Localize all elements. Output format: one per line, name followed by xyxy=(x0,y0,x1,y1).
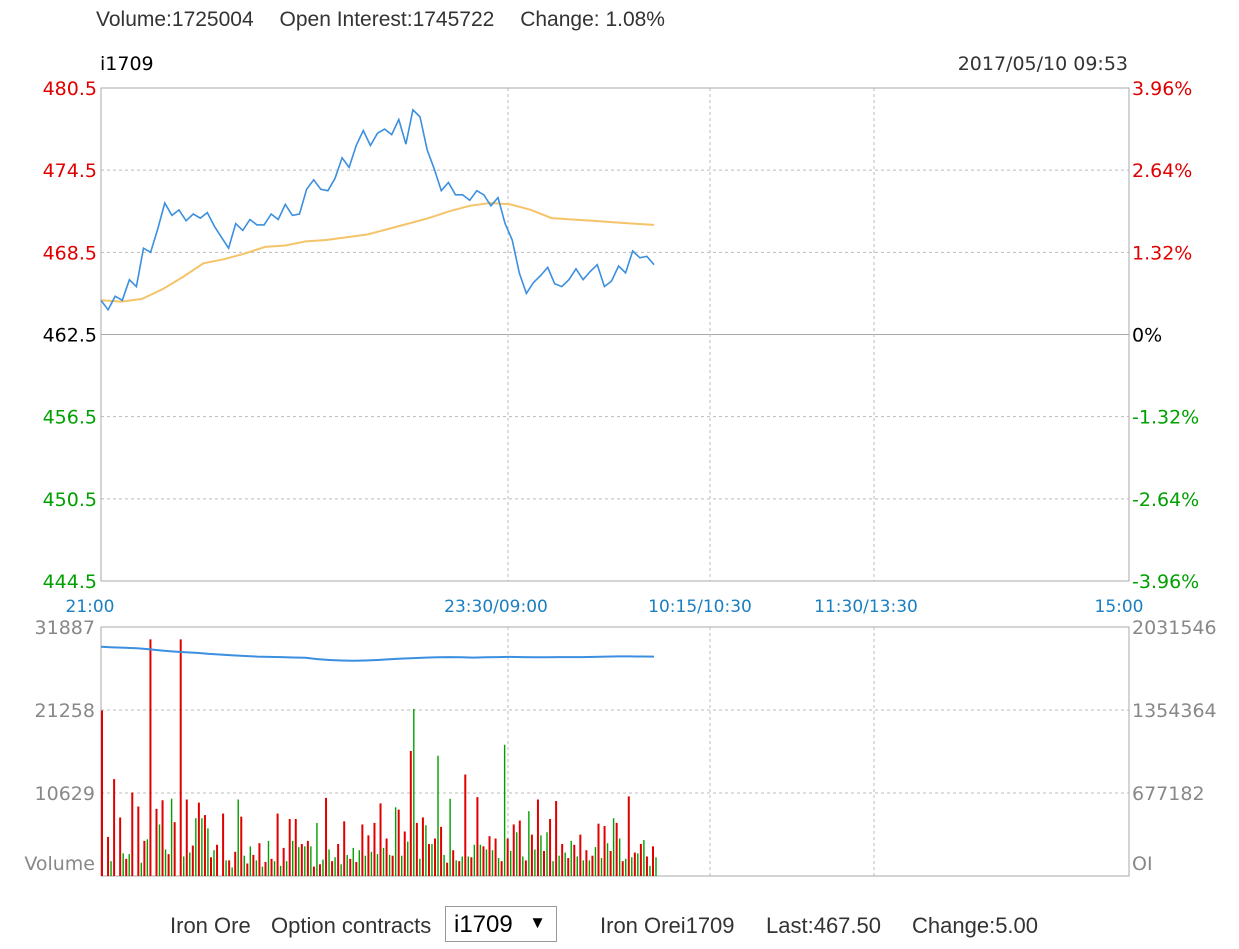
price-axis-tick: 444.5 xyxy=(43,571,97,593)
footer-change: Change:5.00 xyxy=(912,913,1038,939)
last-value: 467.50 xyxy=(813,913,881,938)
change-value: 1.08% xyxy=(605,8,665,31)
volume-axis-tick: 10629 xyxy=(35,783,95,805)
price-axis-tick: 450.5 xyxy=(43,489,97,511)
price-axis-tick: 462.5 xyxy=(43,325,97,347)
volume-label: Volume: xyxy=(96,8,172,31)
price-line xyxy=(100,108,655,312)
percent-axis-tick: -3.96% xyxy=(1132,571,1199,593)
percent-axis-tick: -2.64% xyxy=(1132,489,1199,511)
contract-name: Iron Orei1709 xyxy=(600,913,735,938)
percent-axis-tick: 2.64% xyxy=(1132,160,1192,182)
open-interest-label: Open Interest: xyxy=(279,8,413,31)
average-price-line xyxy=(100,201,655,303)
symbol-label: i1709 xyxy=(100,53,154,75)
last-price: Last:467.50 xyxy=(766,913,881,939)
change-label: Change: xyxy=(520,8,600,31)
volume-value: 1725004 xyxy=(171,8,254,31)
iron-ore-intraday-chart: i1709 2017/05/10 09:53 480.5 3.96% 474.5 2.64… xyxy=(24,53,1217,877)
option-contracts-label: Option contracts xyxy=(271,913,432,938)
oi-axis-tick: 677182 xyxy=(1132,783,1205,805)
contract-select[interactable]: i1709 ▼ xyxy=(445,906,557,942)
footer-bar: Iron Ore Option contracts i1709 ▼ Iron O… xyxy=(0,904,1239,946)
price-axis-tick: 456.5 xyxy=(43,407,97,429)
open-interest-value: 1745722 xyxy=(412,8,495,31)
volume-axis-tick: 21258 xyxy=(35,700,95,722)
percent-axis-tick: -1.32% xyxy=(1132,407,1199,429)
dropdown-arrow-icon: ▼ xyxy=(529,913,546,932)
header-stats: Volume:1725004 Open Interest:1745722 Cha… xyxy=(96,8,685,32)
oi-axis-tick: 1354364 xyxy=(1132,700,1217,722)
price-panel-frame xyxy=(100,87,1130,582)
price-axis-tick: 480.5 xyxy=(43,78,97,100)
percent-axis-tick: 0% xyxy=(1132,325,1162,347)
datetime-label: 2017/05/10 09:53 xyxy=(958,53,1128,75)
price-axis-tick: 468.5 xyxy=(43,242,97,264)
last-label: Last: xyxy=(766,913,814,938)
footer-change-label: Change: xyxy=(912,913,996,938)
price-axis-tick: 474.5 xyxy=(43,160,97,182)
time-axis-tick: 11:30/13:30 xyxy=(814,597,918,617)
volume-axis-title: Volume xyxy=(24,853,95,875)
open-interest-line xyxy=(100,645,655,662)
volume-axis-tick: 31887 xyxy=(35,617,95,639)
time-axis-tick: 21:00 xyxy=(66,597,115,617)
oi-axis-tick: 2031546 xyxy=(1132,617,1217,639)
product-name: Iron Ore xyxy=(170,913,251,938)
footer-change-value: 5.00 xyxy=(995,913,1039,938)
percent-axis-tick: 3.96% xyxy=(1132,78,1192,100)
time-axis-tick: 23:30/09:00 xyxy=(444,597,548,617)
volume-panel-frame xyxy=(100,626,1130,877)
contract-select-value: i1709 xyxy=(454,911,513,938)
oi-axis-title: OI xyxy=(1132,853,1153,875)
time-axis-tick: 15:00 xyxy=(1095,597,1144,617)
percent-axis-tick: 1.32% xyxy=(1132,242,1192,264)
time-axis-tick: 10:15/10:30 xyxy=(648,597,752,617)
